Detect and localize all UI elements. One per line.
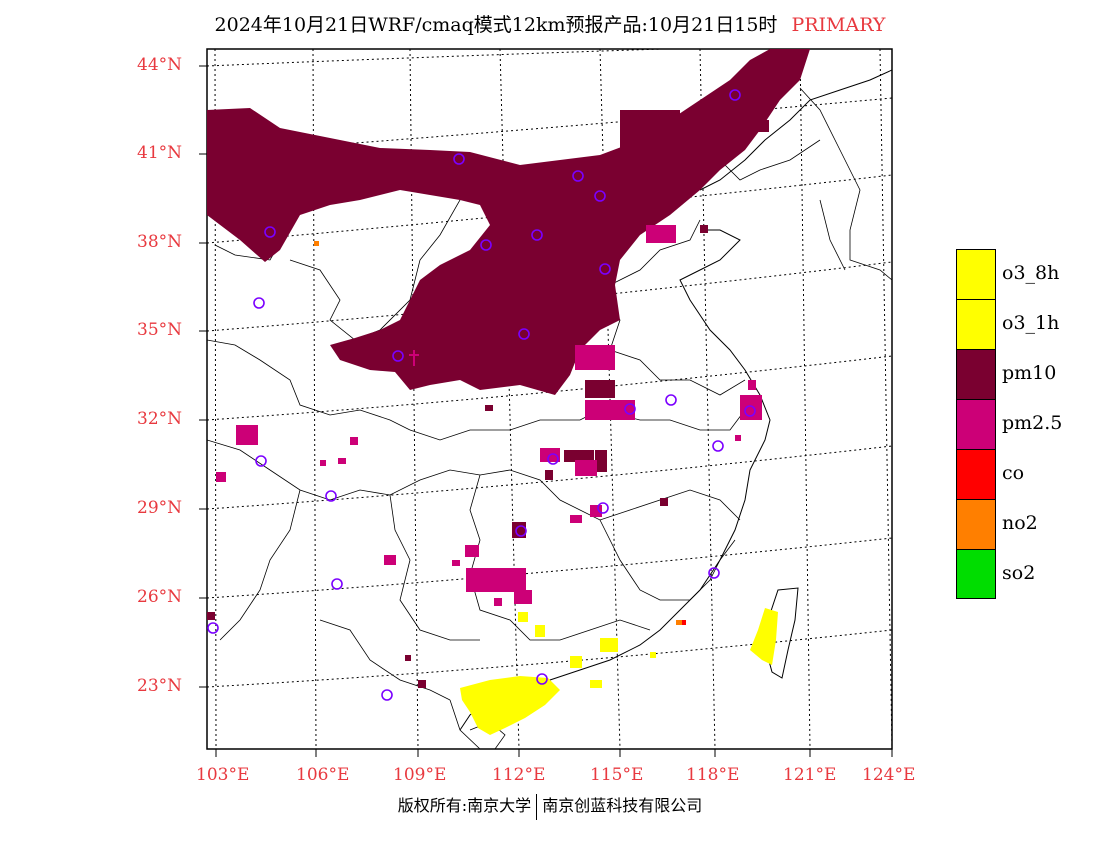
axis-ticks [199,65,893,757]
legend-label: pm2.5 [1002,412,1063,434]
lon-label-115: 115°E [590,765,644,785]
lat-label-38: 38°N [137,232,183,252]
pollutant-legend: o3_8h o3_1h pm10 pm2.5 co no2 so2 [956,249,1076,599]
legend-swatch [956,249,996,299]
lat-label-35: 35°N [137,320,183,340]
copyright-owner: 版权所有:南京大学 [397,796,532,815]
lon-label-112: 112°E [492,765,546,785]
lon-label-121: 121°E [783,765,837,785]
station-markers [207,89,756,701]
legend-item-pm25: pm2.5 [956,399,1076,449]
lat-label-41: 41°N [137,143,183,163]
lon-label-109: 109°E [393,765,447,785]
legend-item-so2: so2 [956,549,1076,599]
footer-divider [536,793,538,820]
primary-tag: PRIMARY [791,14,886,36]
copyright-company: 南京创蓝科技有限公司 [542,796,703,815]
legend-label: so2 [1002,562,1036,584]
legend-swatch [956,449,996,499]
legend-label: co [1002,462,1025,484]
legend-swatch [956,549,996,599]
legend-item-o3-8h: o3_8h [956,249,1076,299]
legend-item-no2: no2 [956,499,1076,549]
legend-item-co: co [956,449,1076,499]
lat-label-44: 44°N [137,55,183,75]
map-title: 2024年10月21日WRF/cmaq模式12km预报产品:10月21日15时 P… [0,10,1100,37]
lat-label-26: 26°N [137,587,183,607]
legend-swatch [956,399,996,449]
pm25-region [216,225,762,606]
legend-label: pm10 [1002,362,1057,384]
lat-label-32: 32°N [137,409,183,429]
lon-label-103: 103°E [196,765,250,785]
legend-label: o3_1h [1002,312,1060,334]
lat-label-29: 29°N [137,498,183,518]
legend-label: o3_8h [1002,262,1060,284]
lon-label-124: 124°E [862,765,916,785]
legend-swatch [956,349,996,399]
o3-region [460,608,778,735]
lon-label-118: 118°E [686,765,740,785]
map-title-text: 2024年10月21日WRF/cmaq模式12km预报产品:10月21日15时 [214,14,778,36]
korea-coast [799,87,892,281]
coastline [459,69,892,731]
lat-label-23: 23°N [137,676,183,696]
pm10-region [207,49,810,688]
legend-swatch [956,299,996,349]
minor-pollutants [314,241,686,625]
copyright-footer: 版权所有:南京大学 南京创蓝科技有限公司 [0,792,1100,820]
legend-item-o3-1h: o3_1h [956,299,1076,349]
legend-swatch [956,499,996,549]
legend-label: no2 [1002,512,1038,534]
legend-item-pm10: pm10 [956,349,1076,399]
lon-label-106: 106°E [296,765,350,785]
cross-marker [409,350,419,366]
